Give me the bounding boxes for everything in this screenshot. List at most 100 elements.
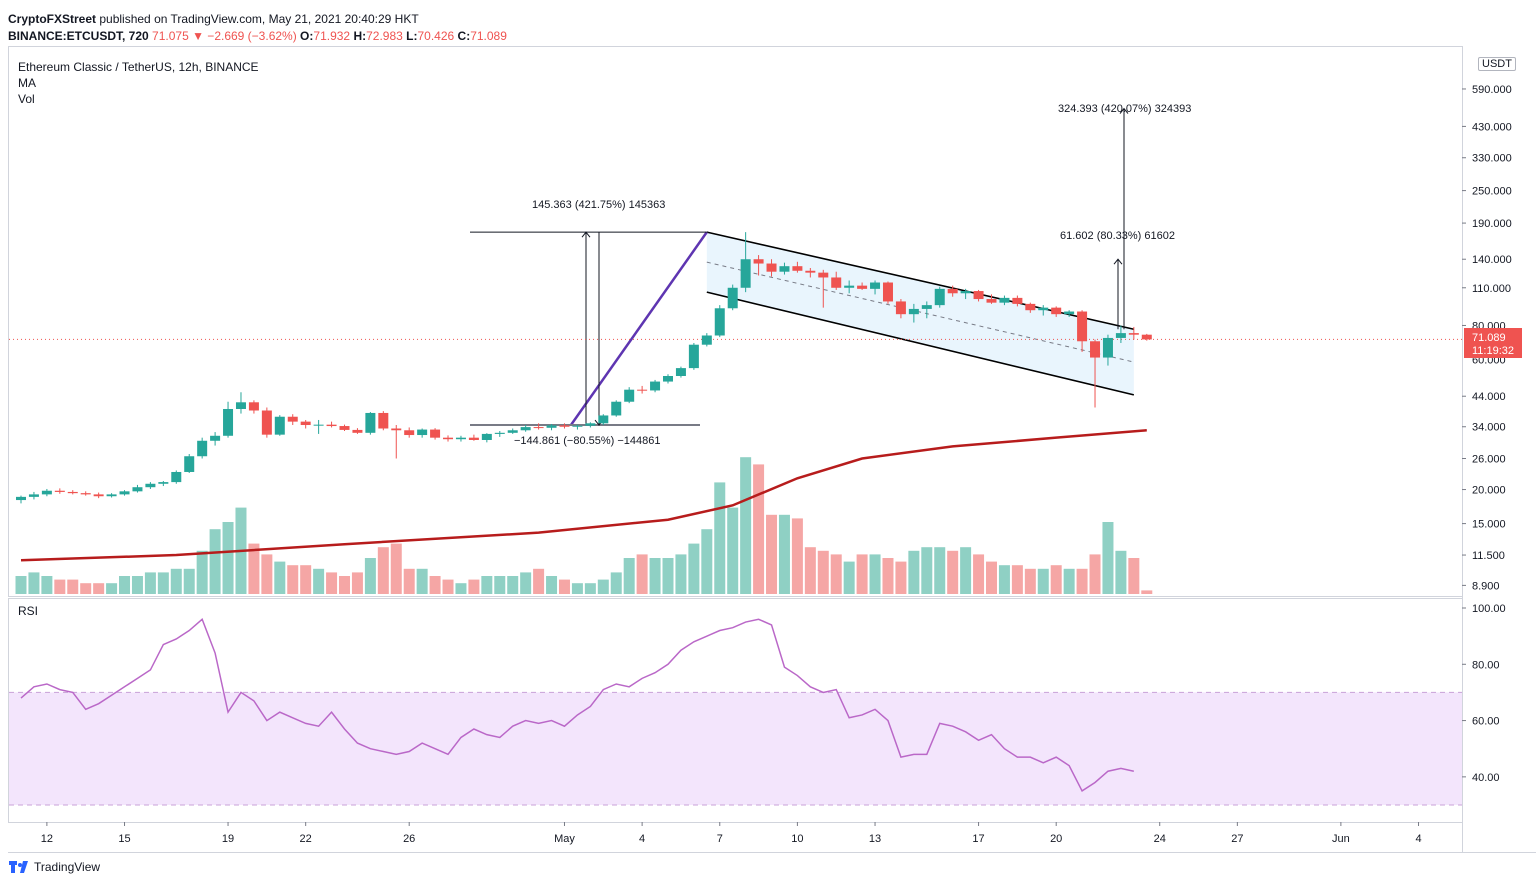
candle-body xyxy=(766,263,777,272)
symbol-line: BINANCE:ETCUSDT, 720 71.075 ▼ −2.669 (−3… xyxy=(8,29,507,43)
low-value: 70.426 xyxy=(417,29,455,43)
candle-body xyxy=(934,288,945,306)
candle-body xyxy=(882,282,893,302)
volume-bar xyxy=(558,579,570,594)
volume-bar xyxy=(183,568,195,594)
target-near-arrow-head xyxy=(1113,258,1123,265)
volume-bar xyxy=(1089,554,1101,594)
candle-body xyxy=(481,433,492,440)
ma-line-group xyxy=(20,429,1147,562)
last-price-tag-value: 71.089 xyxy=(1472,332,1506,344)
candle-body xyxy=(805,270,816,273)
volume-bar xyxy=(520,572,532,594)
candle-body xyxy=(792,266,803,271)
high-label: H: xyxy=(353,29,367,43)
footer-brand-name: TradingView xyxy=(34,860,101,874)
price-tick-label: 140.000 xyxy=(1472,254,1512,266)
candle-body xyxy=(197,440,208,457)
volume-bar xyxy=(636,554,648,594)
volume-bar xyxy=(649,558,661,594)
volume-bar xyxy=(157,572,169,594)
volume-bar xyxy=(93,583,105,594)
volume-bar xyxy=(701,529,713,594)
volume-bar xyxy=(869,554,881,594)
close-label: C: xyxy=(457,29,471,43)
volume-bar xyxy=(455,583,467,594)
volume-bar xyxy=(934,547,946,594)
volume-bar xyxy=(1011,565,1023,594)
volume-bar xyxy=(766,514,778,594)
candles xyxy=(16,232,1152,504)
volume-bar xyxy=(843,561,855,594)
price-tick-label: 8.900 xyxy=(1472,580,1500,592)
high-value: 72.983 xyxy=(366,29,403,43)
volume-bar xyxy=(1102,522,1114,594)
price-tick-label: 250.000 xyxy=(1472,186,1512,198)
volume-bar xyxy=(119,576,131,594)
price-tick-label: 110.000 xyxy=(1472,283,1511,295)
candle-body xyxy=(261,410,272,435)
volume-bar xyxy=(15,576,27,594)
rsi-tick-label: 60.00 xyxy=(1472,716,1500,728)
candle-body xyxy=(921,305,932,309)
candle-body xyxy=(611,401,622,416)
candle-body xyxy=(54,490,65,492)
volume-bar xyxy=(947,550,959,594)
volume-bar xyxy=(908,550,920,594)
volume-bar xyxy=(895,561,907,594)
rsi-line xyxy=(20,617,1134,793)
volume-bar xyxy=(106,583,118,594)
flag-channel-upper xyxy=(706,231,1135,331)
volume-bar xyxy=(364,558,376,594)
volume-bar xyxy=(287,565,299,594)
time-tick-label: 27 xyxy=(1231,833,1243,845)
time-tick-label: May xyxy=(554,833,575,845)
candle-body xyxy=(675,368,686,376)
candle-body xyxy=(572,425,583,427)
volume-bar xyxy=(377,547,389,594)
pole-measure-label: 145.363 (421.75%) 145363 xyxy=(532,199,665,211)
candle-body xyxy=(753,259,764,264)
volume-bar xyxy=(623,558,635,594)
flag-channel-fill xyxy=(706,232,1134,395)
candle-body xyxy=(973,291,984,300)
volume-bar xyxy=(339,576,350,594)
candle-body xyxy=(365,412,376,433)
footer-brand[interactable]: TradingView xyxy=(8,860,100,874)
rsi-group xyxy=(20,617,1134,793)
volume-bar xyxy=(144,572,156,594)
candle-body xyxy=(546,425,557,428)
rsi-label: RSI xyxy=(18,604,39,618)
publisher-name: CryptoFXStreet xyxy=(8,12,97,26)
time-tick-label: 26 xyxy=(403,833,415,845)
volume-bar xyxy=(131,576,143,594)
volume-bar xyxy=(261,554,273,594)
volume-bar xyxy=(753,464,765,594)
candle-body xyxy=(313,424,324,426)
candle-body xyxy=(1102,337,1113,358)
candle-body xyxy=(598,415,609,424)
candle-body xyxy=(831,277,842,288)
candle-body xyxy=(844,285,855,288)
volume-bar xyxy=(1050,565,1062,594)
candle-body xyxy=(585,423,596,426)
publish-info: published on TradingView.com, May 21, 20… xyxy=(99,12,419,26)
candle-body xyxy=(663,375,673,382)
flagpole-line xyxy=(569,231,708,426)
price-tick-label: 34.000 xyxy=(1472,422,1506,434)
candle-body xyxy=(145,483,156,488)
time-tick-label: 7 xyxy=(717,833,723,845)
candle-body xyxy=(727,287,738,309)
volume-bar xyxy=(584,583,596,594)
volume-bar xyxy=(1115,550,1127,594)
last-price-tag xyxy=(1464,328,1522,358)
low-label: L: xyxy=(406,29,418,43)
currency-button[interactable]: USDT xyxy=(1478,57,1516,71)
volume-bar xyxy=(856,554,868,594)
tradingview-logo-icon xyxy=(8,860,30,874)
volume-bar xyxy=(662,558,674,594)
candle-body xyxy=(391,428,402,431)
volume-bar xyxy=(688,543,700,594)
candle-body xyxy=(210,435,221,441)
